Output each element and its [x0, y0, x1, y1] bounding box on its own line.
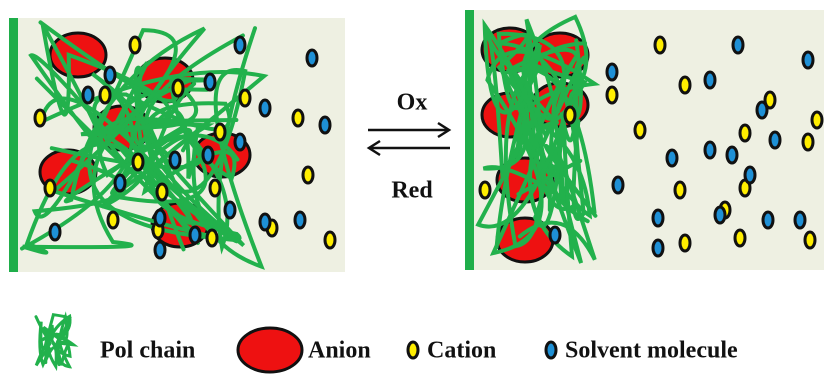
solvent — [115, 175, 125, 191]
cation — [655, 37, 665, 53]
legend-label: Pol chain — [100, 338, 195, 364]
solvent — [745, 167, 755, 183]
solvent — [235, 37, 245, 53]
anion-icon — [238, 328, 302, 372]
cation — [812, 112, 822, 128]
solvent — [105, 67, 115, 83]
cation — [325, 232, 335, 248]
cation — [100, 87, 110, 103]
legend-label: Solvent molecule — [565, 338, 738, 364]
solvent — [705, 142, 715, 158]
legend-label: Anion — [308, 338, 371, 364]
cation — [45, 180, 55, 196]
cation — [293, 110, 303, 126]
solvent — [795, 212, 805, 228]
solvent — [155, 210, 165, 226]
cation — [680, 77, 690, 93]
solvent — [203, 147, 213, 163]
cation — [108, 212, 118, 228]
cation — [303, 167, 313, 183]
ox-label: Ox — [397, 90, 428, 116]
solvent — [757, 102, 767, 118]
cation — [675, 182, 685, 198]
cation — [805, 232, 815, 248]
solvent — [205, 74, 215, 90]
cation — [635, 122, 645, 138]
solvent — [235, 134, 245, 150]
cation — [130, 37, 140, 53]
electrode-right — [465, 10, 474, 270]
solvent — [320, 117, 330, 133]
solvent — [727, 147, 737, 163]
cation — [607, 87, 617, 103]
cation — [735, 230, 745, 246]
solvent — [550, 227, 560, 243]
solvent — [803, 52, 813, 68]
electrode-left — [9, 18, 18, 272]
solvent-icon — [546, 342, 556, 358]
cation — [210, 180, 220, 196]
solvent — [295, 212, 305, 228]
solvent — [260, 214, 270, 230]
equilibrium-arrows — [368, 123, 450, 155]
cation — [740, 125, 750, 141]
cation — [133, 154, 143, 170]
cation — [803, 134, 813, 150]
cation-icon — [408, 342, 418, 358]
solvent — [715, 207, 725, 223]
legend: Pol chain Anion Cation Solvent molecule — [36, 315, 738, 372]
cation — [680, 235, 690, 251]
cation — [207, 230, 217, 246]
solvent — [705, 72, 715, 88]
cation — [215, 124, 225, 140]
solvent — [307, 50, 317, 66]
solvent — [613, 177, 623, 193]
figure: Ox Red Pol chain Anion Cation Solvent mo… — [0, 0, 824, 376]
solvent — [653, 240, 663, 256]
solvent — [733, 37, 743, 53]
solvent — [225, 202, 235, 218]
solvent — [770, 132, 780, 148]
solvent — [170, 152, 180, 168]
red-label: Red — [391, 178, 433, 204]
solvent — [667, 150, 677, 166]
cation — [565, 107, 575, 123]
solvent — [653, 210, 663, 226]
solvent — [190, 227, 200, 243]
cation — [480, 182, 490, 198]
solvent — [607, 64, 617, 80]
solvent — [155, 242, 165, 258]
solvent — [50, 224, 60, 240]
cation — [35, 110, 45, 126]
solvent — [83, 87, 93, 103]
legend-label: Cation — [427, 338, 496, 364]
cation — [173, 80, 183, 96]
solvent — [260, 100, 270, 116]
cation — [157, 184, 167, 200]
solvent — [763, 212, 773, 228]
cation — [240, 90, 250, 106]
